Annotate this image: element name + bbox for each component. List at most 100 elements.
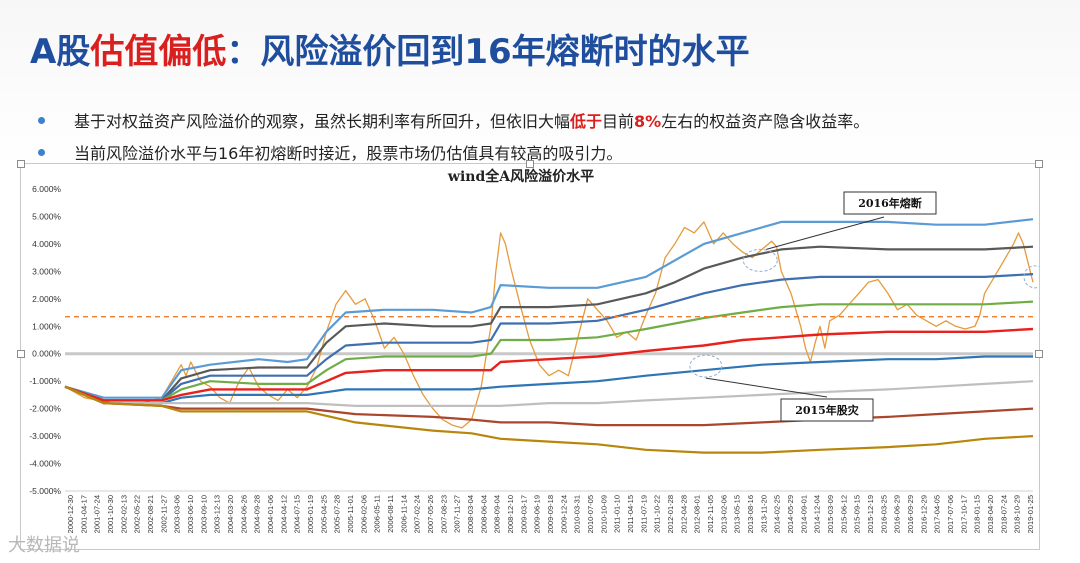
x-tick-label: 2006-11-14 xyxy=(399,495,408,533)
bullet-dot-icon xyxy=(38,149,45,156)
x-tick-label: 2015-03-09 xyxy=(826,495,835,533)
x-tick-label: 2006-02-06 xyxy=(359,495,368,533)
x-tick-label: 2007-08-23 xyxy=(439,495,448,533)
bullet-highlight: 8% xyxy=(634,112,662,131)
resize-handle[interactable] xyxy=(526,160,534,168)
x-tick-label: 2003-12-13 xyxy=(213,495,222,533)
annotation-label-2016: 2016年熔断 xyxy=(858,196,922,210)
x-tick-label: 2016-12-29 xyxy=(919,495,928,533)
chart-frame[interactable]: wind全A风险溢价水平 6.000% 5.000% 4.000% 3.000% 2.00… xyxy=(17,160,1043,550)
x-tick-label: 2002-05-22 xyxy=(133,495,142,533)
x-tick-label: 2007-11-27 xyxy=(453,495,462,533)
x-tick-label: 2004-01-06 xyxy=(266,495,275,533)
x-tick-label: 2005-01-19 xyxy=(306,495,315,533)
x-tick-label: 2009-09-18 xyxy=(546,495,555,533)
x-tick-label: 2008-09-04 xyxy=(493,495,502,533)
y-tick-label: 5.000% xyxy=(32,211,61,221)
x-tick-label: 2014-05-29 xyxy=(786,495,795,533)
y-tick-label: -1.000% xyxy=(29,376,61,386)
y-tick-label: -4.000% xyxy=(29,459,61,469)
x-tick-label: 2008-03-04 xyxy=(466,495,475,533)
y-tick-label: -3.000% xyxy=(29,431,61,441)
x-tick-label: 2003-09-10 xyxy=(199,495,208,533)
x-tick-label: 2019-01-25 xyxy=(1026,495,1035,533)
x-tick-label: 2018-10-29 xyxy=(1013,495,1022,533)
x-tick-label: 2018-07-24 xyxy=(999,495,1008,533)
x-tick-label: 2013-11-20 xyxy=(759,495,768,533)
watermark: 大数据说 xyxy=(8,535,80,556)
bullet-item-1: 基于对权益资产风险溢价的观察，虽然长期利率有所回升，但依旧大幅低于目前8%左右的… xyxy=(38,108,869,140)
x-tick-label: 2014-09-01 xyxy=(799,495,808,533)
x-tick-label: 2016-09-29 xyxy=(906,495,915,533)
resize-handle[interactable] xyxy=(17,160,25,168)
series-line-7 xyxy=(64,355,1033,405)
x-tick-label: 2008-12-10 xyxy=(506,495,515,533)
bullet-text: 当前风险溢价水平与16年初熔断时接近，股票市场仍估值具有较高的吸引力。 xyxy=(74,144,623,163)
x-tick-label: 2004-09-28 xyxy=(253,495,262,533)
x-tick-label: 2012-04-28 xyxy=(679,495,688,533)
x-tick-label: 2011-01-10 xyxy=(613,495,622,533)
resize-handle[interactable] xyxy=(17,350,25,358)
x-tick-label: 2016-06-29 xyxy=(893,495,902,533)
x-tick-label: 2012-01-28 xyxy=(666,495,675,533)
x-tick-label: 2001-04-17 xyxy=(79,495,88,533)
annotation-circle xyxy=(689,354,723,378)
x-tick-label: 2003-03-06 xyxy=(173,495,182,533)
bullet-item-2: 当前风险溢价水平与16年初熔断时接近，股票市场仍估值具有较高的吸引力。 xyxy=(38,140,869,172)
x-tick-label: 2018-04-20 xyxy=(986,495,995,533)
annotation-label-2015: 2015年股灾 xyxy=(795,403,860,417)
x-tick-label: 2010-10-09 xyxy=(599,495,608,533)
x-tick-label: 2002-08-21 xyxy=(146,495,155,533)
x-tick-label: 2013-08-16 xyxy=(746,495,755,533)
x-tick-label: 2011-07-19 xyxy=(639,495,648,533)
x-tick-label: 2004-03-20 xyxy=(226,495,235,533)
y-tick-label: 4.000% xyxy=(32,239,61,249)
bullet-list: 基于对权益资产风险溢价的观察，虽然长期利率有所回升，但依旧大幅低于目前8%左右的… xyxy=(38,108,869,172)
x-tick-label: 2012-08-01 xyxy=(693,495,702,533)
series-line-3 xyxy=(64,245,1034,402)
y-tick-label: 1.000% xyxy=(32,321,61,331)
annotation-leader xyxy=(705,377,828,398)
series-line-2 xyxy=(64,218,1034,399)
title-suffix: ：风险溢价回到16年熔断时的水平 xyxy=(226,32,750,72)
series-line-5 xyxy=(64,300,1034,402)
y-tick-label: 6.000% xyxy=(32,184,61,194)
x-tick-label: 2016-03-25 xyxy=(879,495,888,533)
annotation-box xyxy=(780,398,874,422)
x-tick-label: 2006-05-11 xyxy=(373,495,382,533)
slide-title: A股估值偏低：风险溢价回到16年熔断时的水平 xyxy=(30,24,750,73)
annotation-circle xyxy=(742,248,778,272)
y-tick-label: -5.000% xyxy=(29,486,61,496)
x-tick-label: 2007-05-26 xyxy=(426,495,435,533)
x-tick-label: 2013-02-06 xyxy=(719,495,728,533)
x-tick-label: 2017-10-17 xyxy=(959,495,968,533)
x-tick-label: 2015-06-12 xyxy=(839,495,848,533)
resize-handle[interactable] xyxy=(1035,160,1043,168)
series-line-6 xyxy=(64,327,1034,402)
x-tick-label: 2009-03-17 xyxy=(519,495,528,533)
y-tick-label: -2.000% xyxy=(29,404,61,414)
series-line-1 xyxy=(64,221,1034,429)
x-tick-label: 2004-07-15 xyxy=(293,495,302,533)
x-tick-label: 2001-10-30 xyxy=(106,495,115,533)
annotation-circle xyxy=(1023,265,1039,289)
y-tick-label: 2.000% xyxy=(32,294,61,304)
series-line-9 xyxy=(64,385,1034,427)
x-tick-label: 2017-04-05 xyxy=(933,495,942,533)
title-prefix: A股 xyxy=(30,32,91,72)
chart-title: wind全A风险溢价水平 xyxy=(447,168,594,185)
x-tick-label: 2014-12-04 xyxy=(813,495,822,533)
y-tick-label: 0.000% xyxy=(32,349,61,359)
x-tick-label: 2017-07-06 xyxy=(946,495,955,533)
x-tick-label: 2006-08-11 xyxy=(386,495,395,533)
x-tick-label: 2009-06-19 xyxy=(533,495,542,533)
bullet-text: 基于对权益资产风险溢价的观察，虽然长期利率有所回升，但依旧大幅 xyxy=(74,112,571,131)
x-tick-label: 2004-04-12 xyxy=(279,495,288,533)
x-tick-label: 2010-07-05 xyxy=(586,495,595,533)
x-tick-label: 2011-10-22 xyxy=(653,495,662,533)
x-tick-label: 2009-12-24 xyxy=(559,495,568,533)
x-tick-label: 2012-11-05 xyxy=(706,495,715,533)
annotation-box xyxy=(843,191,937,215)
resize-handle[interactable] xyxy=(1035,350,1043,358)
